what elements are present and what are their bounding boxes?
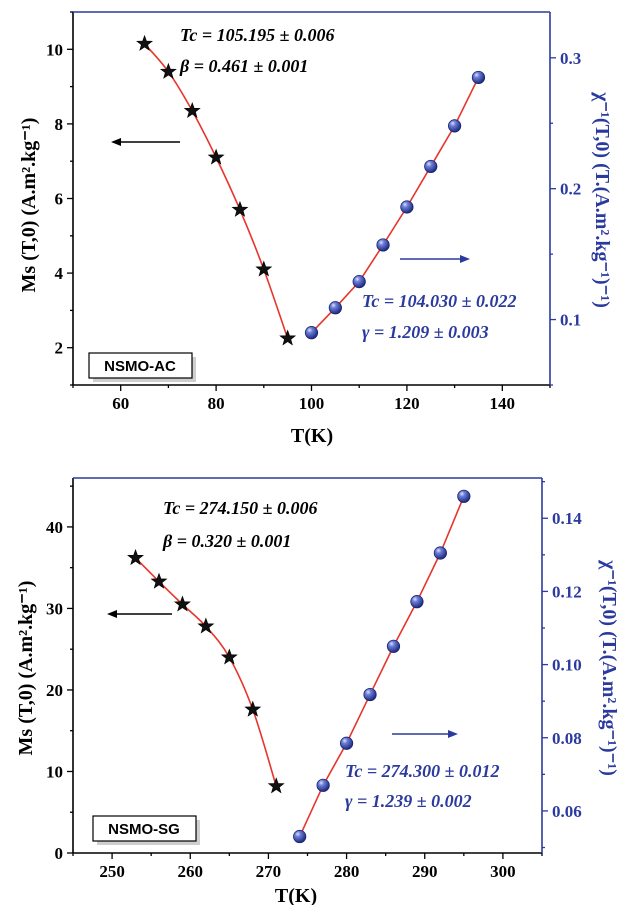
data-point-chi-inverse xyxy=(447,119,462,133)
beta-annotation: β = 0.320 ± 0.001 xyxy=(162,531,291,551)
data-point-ms xyxy=(231,200,249,217)
y-tick-label-left: 30 xyxy=(46,599,63,618)
y-axis-label-right: χ⁻¹(T,0) (T.(A.m².kg⁻¹)⁻¹) xyxy=(591,91,613,308)
y-tick-label-left: 20 xyxy=(46,681,63,700)
y-tick-label-right: 0.12 xyxy=(552,582,582,601)
data-point-ms xyxy=(255,260,273,277)
sample-label: NSMO-SG xyxy=(108,821,180,838)
data-point-ms xyxy=(136,34,153,51)
y-tick-label-left: 10 xyxy=(46,762,63,781)
sample-label-box: NSMO-SG xyxy=(92,815,200,845)
x-tick-label: 280 xyxy=(334,862,360,881)
panel-nsmo-sg: 250 260 270 280 290 300 0 10 20 30 40 0.06 0.08 0.10 0… xyxy=(15,477,620,905)
y-tick-label-left: 8 xyxy=(55,115,64,134)
x-tick-label: 80 xyxy=(208,394,225,413)
tc-right-annotation: Tc = 104.030 ± 0.022 xyxy=(362,291,516,311)
tc-right-annotation: Tc = 274.300 ± 0.012 xyxy=(345,761,499,781)
y-tick-label-left: 40 xyxy=(46,518,63,537)
data-point-chi-inverse xyxy=(386,639,401,653)
fit-line-ms xyxy=(143,43,289,339)
data-point-chi-inverse xyxy=(424,159,438,174)
data-point-chi-inverse xyxy=(457,489,471,503)
x-tick-label: 120 xyxy=(394,394,420,413)
y-tick-label-right: 0.14 xyxy=(552,509,582,528)
data-point-chi-inverse xyxy=(376,238,390,252)
data-point-chi-inverse xyxy=(328,301,342,315)
data-point-chi-inverse xyxy=(339,736,354,750)
data-point-ms xyxy=(279,329,297,346)
y-tick-label-left: 10 xyxy=(46,40,63,59)
data-point-chi-inverse xyxy=(352,275,366,289)
y-tick-label-right: 0.1 xyxy=(560,311,581,330)
y-tick-label-left: 0 xyxy=(55,844,64,863)
left-arrow xyxy=(107,610,172,618)
y-tick-label-left: 2 xyxy=(55,339,64,358)
y-tick-label-right: 0.10 xyxy=(552,656,582,675)
x-tick-label: 300 xyxy=(490,862,516,881)
x-tick-label: 290 xyxy=(412,862,438,881)
data-point-ms xyxy=(220,648,238,665)
right-arrow xyxy=(400,255,470,263)
beta-annotation: β = 0.461 ± 0.001 xyxy=(179,56,308,76)
data-point-chi-inverse xyxy=(471,70,486,85)
y-axis-label-left: Ms (T,0) (A.m².kg⁻¹) xyxy=(15,581,37,756)
y-tick-label-left: 6 xyxy=(55,190,64,209)
data-point-ms xyxy=(197,617,215,634)
x-tick-label: 100 xyxy=(299,394,325,413)
data-point-ms xyxy=(159,62,177,79)
y-tick-label-left: 4 xyxy=(55,264,64,283)
data-point-chi-inverse xyxy=(433,546,447,560)
y-axis-label-right: χ⁻¹(T,0) (T.(A.m².kg⁻¹)⁻¹) xyxy=(598,559,620,776)
tc-left-annotation: Tc = 105.195 ± 0.006 xyxy=(180,25,334,45)
data-point-ms xyxy=(127,549,144,566)
data-point-chi-inverse xyxy=(293,829,307,844)
y-tick-label-right: 0.06 xyxy=(552,802,582,821)
data-point-ms xyxy=(173,595,191,612)
y-tick-label-right: 0.08 xyxy=(552,729,582,748)
x-tick-label: 270 xyxy=(256,862,282,881)
y-tick-label-right: 0.3 xyxy=(560,49,581,68)
data-point-chi-inverse xyxy=(410,595,424,609)
sample-label-box: NSMO-AC xyxy=(88,352,196,382)
data-point-ms xyxy=(150,572,168,589)
data-point-ms xyxy=(183,101,201,119)
data-point-chi-inverse xyxy=(400,200,414,214)
x-tick-label: 140 xyxy=(490,394,516,413)
y-tick-label-right: 0.2 xyxy=(560,180,581,199)
panel-nsmo-ac: 60 80 100 120 140 2 4 6 8 10 0.1 0.2 0.3 Tc = 105.19… xyxy=(18,11,613,447)
x-tick-label: 260 xyxy=(178,862,204,881)
data-point-chi-inverse xyxy=(304,326,319,340)
x-tick-label: 60 xyxy=(112,394,129,413)
data-point-ms xyxy=(244,700,262,717)
x-axis-label: T(K) xyxy=(291,425,333,447)
left-arrow xyxy=(111,138,180,146)
data-point-chi-inverse xyxy=(316,778,330,792)
fit-line-ms xyxy=(134,557,277,787)
tc-left-annotation: Tc = 274.150 ± 0.006 xyxy=(163,498,317,518)
x-tick-label: 250 xyxy=(99,862,125,881)
gamma-annotation: γ = 1.239 ± 0.002 xyxy=(345,791,472,811)
fit-line-chi xyxy=(298,495,465,837)
sample-label: NSMO-AC xyxy=(104,358,176,375)
y-axis-label-left: Ms (T,0) (A.m².kg⁻¹) xyxy=(18,118,40,293)
x-axis-label: T(K) xyxy=(275,885,317,905)
data-point-ms xyxy=(207,148,225,165)
right-arrow xyxy=(392,730,458,738)
data-point-chi-inverse xyxy=(363,687,377,702)
data-point-ms xyxy=(267,777,285,794)
gamma-annotation: γ = 1.209 ± 0.003 xyxy=(362,322,489,342)
